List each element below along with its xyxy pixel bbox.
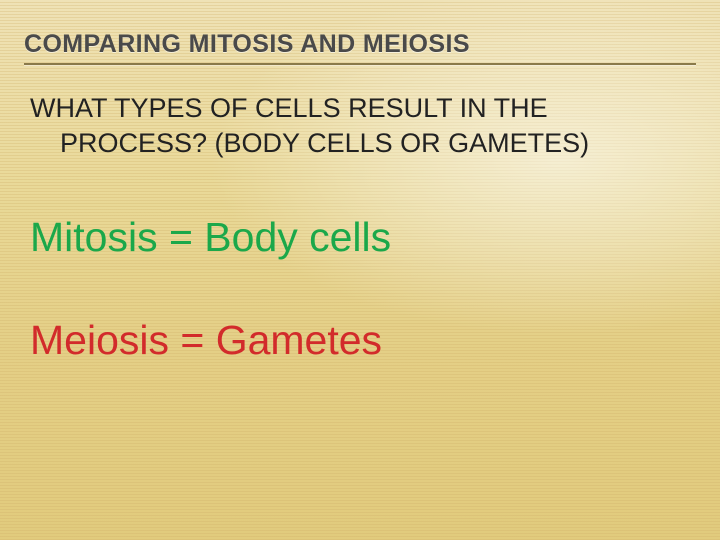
question-line1: WHAT TYPES OF CELLS RESULT IN THE xyxy=(30,93,548,123)
answer-meiosis: Meiosis = Gametes xyxy=(30,317,696,364)
question-line2: PROCESS? (BODY CELLS OR GAMETES) xyxy=(30,126,696,161)
title-block: COMPARING MITOSIS AND MEIOSIS xyxy=(24,30,696,65)
title-underline xyxy=(24,63,696,65)
answer-mitosis: Mitosis = Body cells xyxy=(30,214,696,261)
question-text: WHAT TYPES OF CELLS RESULT IN THE PROCES… xyxy=(30,91,696,160)
slide-container: COMPARING MITOSIS AND MEIOSIS WHAT TYPES… xyxy=(0,0,720,540)
slide-title: COMPARING MITOSIS AND MEIOSIS xyxy=(24,30,696,59)
